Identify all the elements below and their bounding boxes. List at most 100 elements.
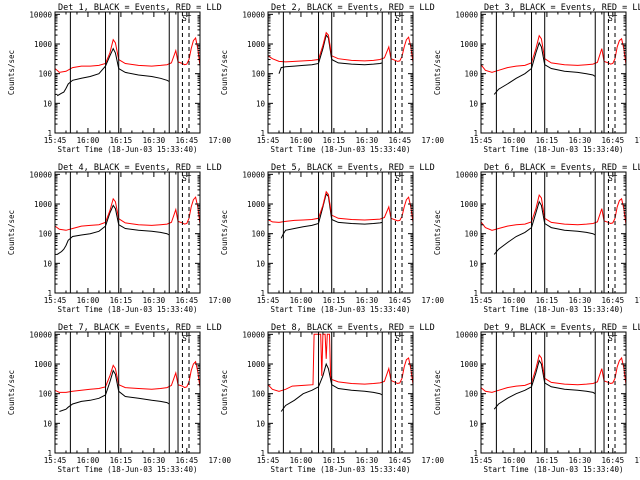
st-annotation: ST: [395, 334, 405, 343]
lld-series-line: [267, 190, 414, 223]
x-tick-label: 16:30: [356, 296, 379, 305]
events-series-line: [493, 200, 596, 255]
lld-series-line: [54, 360, 201, 393]
panel-title: Det 2, BLACK = Events, RED = LLD: [271, 3, 435, 13]
panel-det-3: 1 10 100 1000 10000 15:45 16:00 16:15 16:30 16:45…: [433, 3, 640, 154]
x-tick-label: 16:15: [536, 296, 559, 305]
panel-det-1: 1 10 100 1000 10000 15:45 16:00 16:15 16:30 16:45…: [7, 3, 232, 154]
y-axis-label: Counts/sec: [7, 50, 16, 95]
events-series-line: [493, 359, 596, 410]
y-tick-label: 10: [469, 259, 479, 268]
axis-frame: [54, 171, 201, 294]
y-tick-label: 100: [38, 230, 52, 239]
y-axis-label: Counts/sec: [220, 50, 229, 95]
axis-frame: [54, 331, 201, 454]
x-tick-label: 16:45: [602, 296, 625, 305]
y-tick-label: 1000: [34, 200, 53, 209]
x-axis-label: Start Time (18-Jun-03 15:33:40): [484, 305, 624, 314]
x-tick-label: 16:00: [503, 296, 526, 305]
y-tick-label: 1: [260, 129, 265, 138]
y-axis-label: Counts/sec: [433, 370, 442, 415]
x-axis-label: Start Time (18-Jun-03 15:33:40): [271, 145, 411, 154]
panel-det-6: 1 10 100 1000 10000 15:45 16:00 16:15 16:30 16:45…: [433, 163, 640, 314]
x-tick-label: 15:45: [257, 296, 280, 305]
y-tick-label: 10: [43, 419, 53, 428]
y-tick-label: 10: [469, 419, 479, 428]
y-tick-label: 1000: [460, 360, 479, 369]
st-annotation: ST: [608, 174, 618, 183]
y-tick-label: 10: [43, 99, 53, 108]
events-series-line: [280, 362, 383, 412]
axis-frame: [480, 11, 627, 134]
x-tick-label: 17:00: [421, 456, 444, 465]
axis-frame: [267, 171, 414, 294]
y-axis-label: Counts/sec: [7, 210, 16, 255]
y-axis-label: Counts/sec: [433, 210, 442, 255]
lld-series-line: [54, 36, 201, 73]
panel-det-8: 1 10 100 1000 10000 15:45 16:00 16:15 16:30 16:45…: [220, 323, 445, 474]
y-tick-label: 10: [43, 259, 53, 268]
x-tick-label: 16:15: [536, 456, 559, 465]
x-tick-label: 15:45: [44, 136, 67, 145]
x-tick-label: 16:30: [143, 296, 166, 305]
y-tick-label: 1000: [460, 40, 479, 49]
x-tick-label: 16:30: [569, 296, 592, 305]
x-tick-label: 16:45: [389, 456, 412, 465]
x-tick-label: 16:15: [536, 136, 559, 145]
x-tick-label: 15:45: [470, 136, 493, 145]
y-tick-label: 1: [473, 449, 478, 458]
x-tick-label: 17:00: [634, 296, 640, 305]
x-tick-label: 17:00: [634, 136, 640, 145]
st-annotation: ST: [608, 14, 618, 23]
x-tick-label: 16:45: [176, 456, 199, 465]
x-axis-label: Start Time (18-Jun-03 15:33:40): [58, 465, 198, 474]
y-tick-label: 1000: [247, 40, 266, 49]
y-tick-label: 100: [38, 70, 52, 79]
x-tick-label: 15:45: [470, 456, 493, 465]
x-tick-label: 16:45: [389, 296, 412, 305]
x-axis-label: Start Time (18-Jun-03 15:33:40): [271, 305, 411, 314]
st-annotation: ST: [608, 334, 618, 343]
y-tick-label: 100: [251, 230, 265, 239]
panel-title: Det 4, BLACK = Events, RED = LLD: [58, 163, 222, 173]
y-axis-label: Counts/sec: [433, 50, 442, 95]
x-tick-label: 15:45: [44, 296, 67, 305]
x-tick-label: 16:00: [77, 296, 100, 305]
y-tick-label: 1000: [34, 40, 53, 49]
panel-det-5: 1 10 100 1000 10000 15:45 16:00 16:15 16:30 16:45…: [220, 163, 445, 314]
x-axis-label: Start Time (18-Jun-03 15:33:40): [484, 465, 624, 474]
y-tick-label: 1000: [247, 360, 266, 369]
panel-title: Det 5, BLACK = Events, RED = LLD: [271, 163, 435, 173]
y-tick-label: 100: [464, 230, 478, 239]
x-tick-label: 16:00: [77, 136, 100, 145]
y-tick-label: 100: [38, 390, 52, 399]
x-tick-label: 16:15: [110, 136, 133, 145]
x-tick-label: 16:30: [569, 456, 592, 465]
y-tick-label: 10000: [242, 330, 265, 339]
x-tick-label: 16:00: [503, 136, 526, 145]
x-tick-label: 15:45: [44, 456, 67, 465]
lld-series-line: [267, 31, 414, 63]
x-tick-label: 17:00: [634, 456, 640, 465]
x-tick-label: 15:45: [257, 136, 280, 145]
x-tick-label: 16:30: [569, 136, 592, 145]
y-tick-label: 10000: [455, 10, 478, 19]
y-axis-label: Counts/sec: [7, 370, 16, 415]
y-tick-label: 100: [251, 390, 265, 399]
y-tick-label: 10000: [455, 170, 478, 179]
x-tick-label: 16:15: [323, 296, 346, 305]
x-tick-label: 16:00: [290, 456, 313, 465]
events-series-line: [56, 47, 170, 97]
y-tick-label: 10000: [29, 10, 52, 19]
x-axis-label: Start Time (18-Jun-03 15:33:40): [58, 145, 198, 154]
y-tick-label: 10000: [29, 330, 52, 339]
x-tick-label: 17:00: [208, 136, 231, 145]
st-annotation: ST: [395, 14, 405, 23]
st-annotation: ST: [182, 174, 192, 183]
y-tick-label: 1000: [460, 200, 479, 209]
x-tick-label: 16:00: [503, 456, 526, 465]
x-tick-label: 15:45: [257, 456, 280, 465]
events-series-line: [280, 192, 383, 239]
x-tick-label: 16:30: [143, 136, 166, 145]
